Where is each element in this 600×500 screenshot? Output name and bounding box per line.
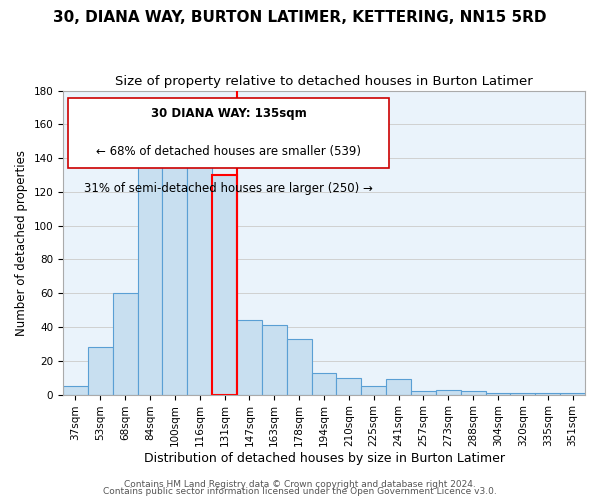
Title: Size of property relative to detached houses in Burton Latimer: Size of property relative to detached ho…	[115, 75, 533, 88]
Bar	[113, 293, 137, 394]
Bar	[63, 386, 88, 394]
Bar	[461, 391, 485, 394]
Bar	[237, 320, 262, 394]
Text: 30 DIANA WAY: 135sqm: 30 DIANA WAY: 135sqm	[151, 108, 307, 120]
Text: ← 68% of detached houses are smaller (539): ← 68% of detached houses are smaller (53…	[96, 146, 361, 158]
Bar	[485, 393, 511, 394]
Bar	[262, 326, 287, 394]
Y-axis label: Number of detached properties: Number of detached properties	[15, 150, 28, 336]
Bar	[436, 390, 461, 394]
Bar	[361, 386, 386, 394]
Bar	[311, 372, 337, 394]
Text: 31% of semi-detached houses are larger (250) →: 31% of semi-detached houses are larger (…	[85, 182, 373, 195]
Text: Contains public sector information licensed under the Open Government Licence v3: Contains public sector information licen…	[103, 488, 497, 496]
Bar	[560, 393, 585, 394]
FancyBboxPatch shape	[68, 98, 389, 168]
X-axis label: Distribution of detached houses by size in Burton Latimer: Distribution of detached houses by size …	[143, 452, 505, 465]
Bar	[535, 393, 560, 394]
Bar	[212, 175, 237, 394]
Text: Contains HM Land Registry data © Crown copyright and database right 2024.: Contains HM Land Registry data © Crown c…	[124, 480, 476, 489]
Text: 30, DIANA WAY, BURTON LATIMER, KETTERING, NN15 5RD: 30, DIANA WAY, BURTON LATIMER, KETTERING…	[53, 10, 547, 25]
Bar	[287, 339, 311, 394]
Bar	[337, 378, 361, 394]
Bar	[386, 380, 411, 394]
Bar	[163, 158, 187, 394]
Bar	[88, 348, 113, 395]
Bar	[511, 393, 535, 394]
Bar	[187, 148, 212, 394]
Bar	[411, 391, 436, 394]
Bar	[137, 163, 163, 394]
